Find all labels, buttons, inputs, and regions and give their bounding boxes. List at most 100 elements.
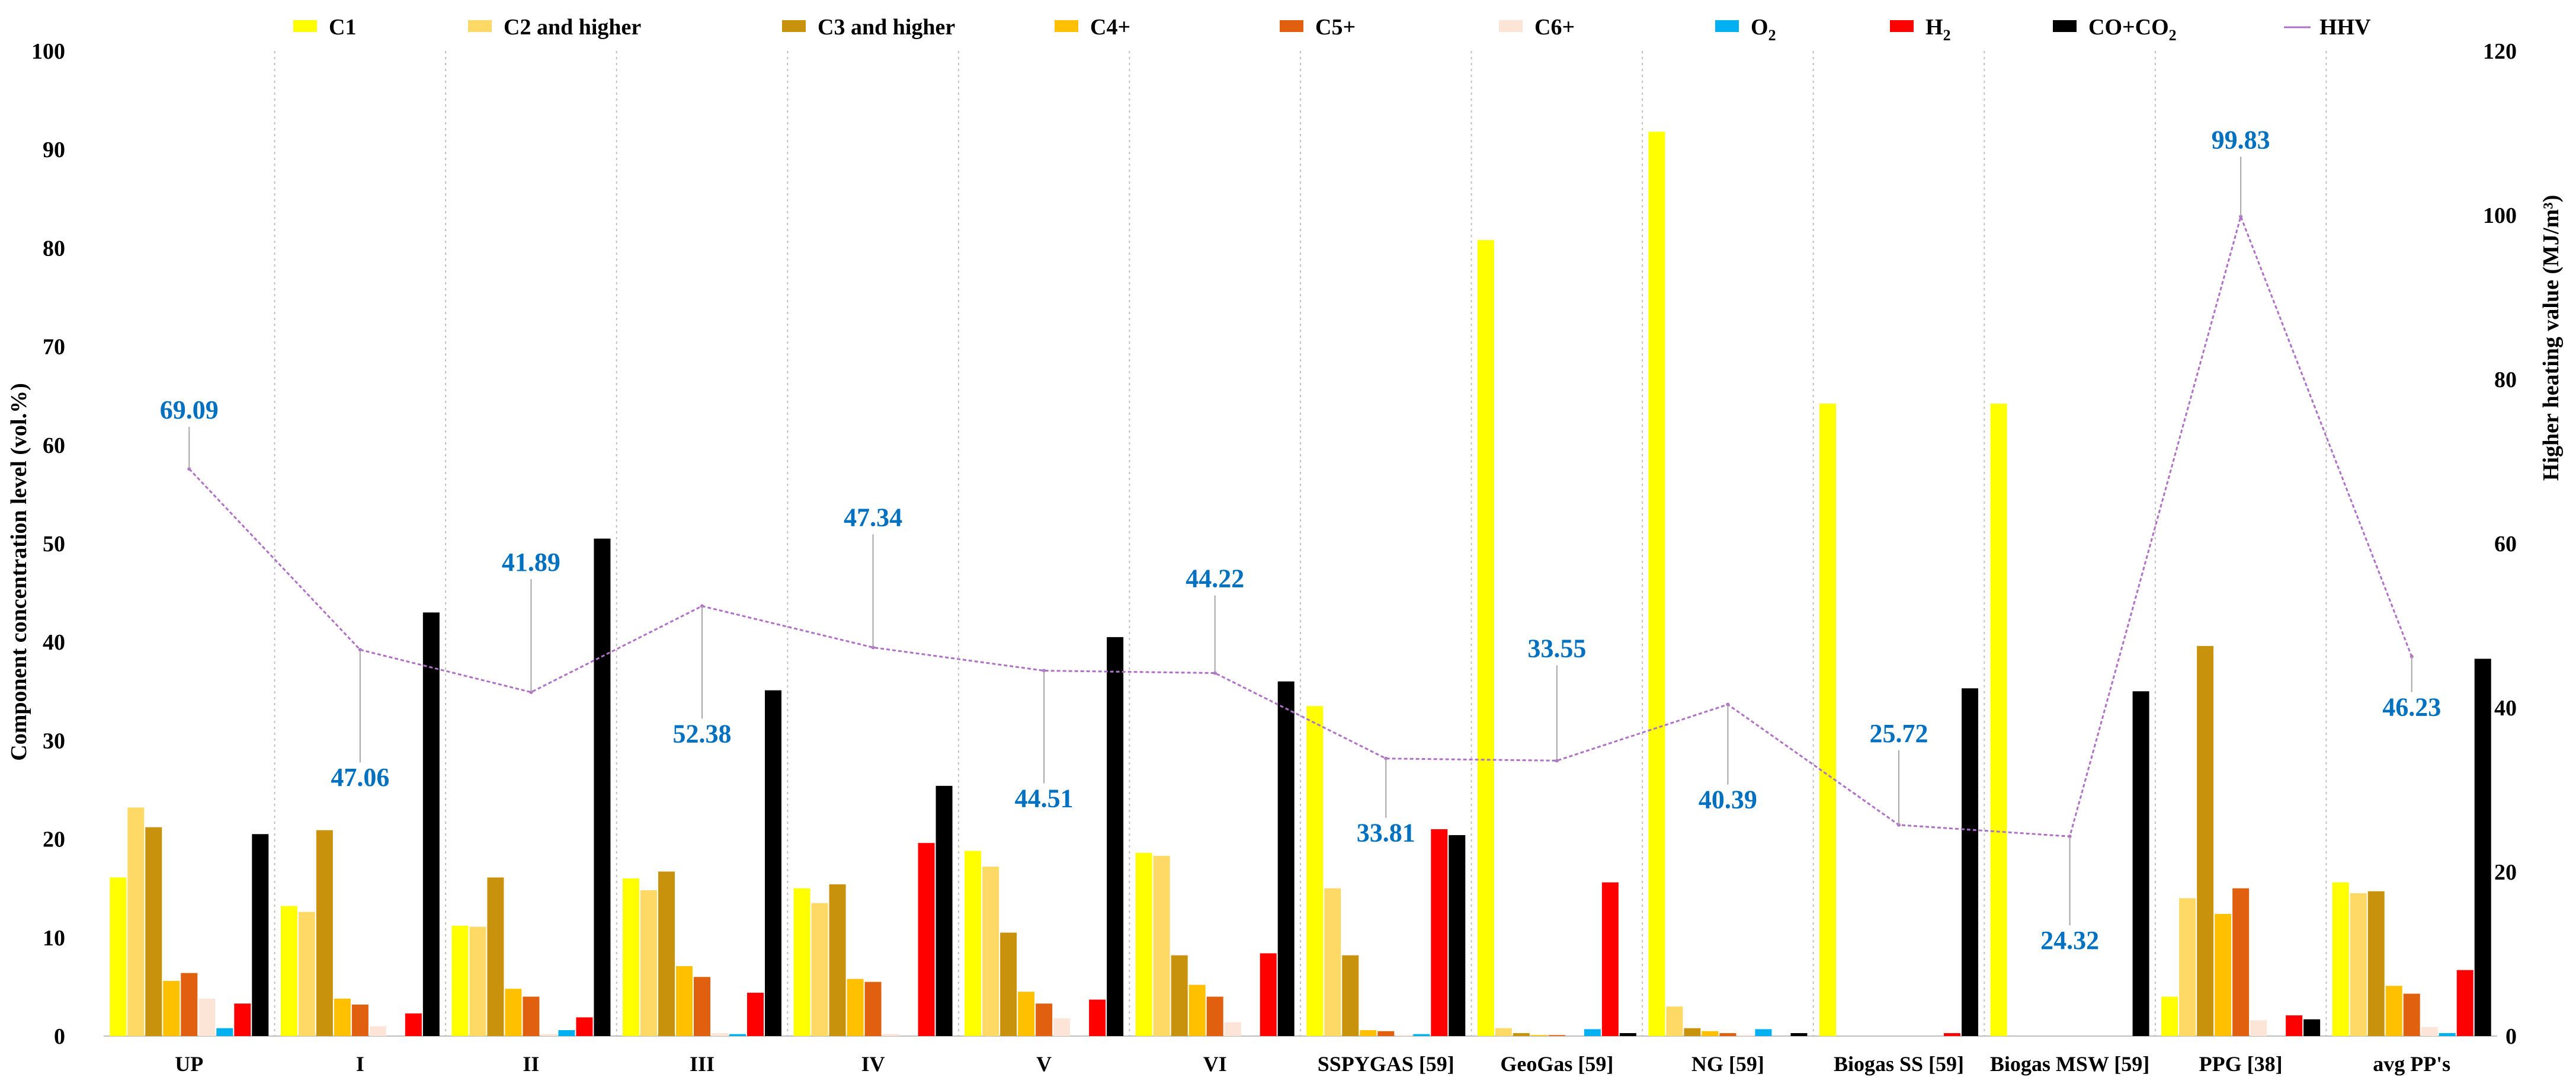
bar <box>487 877 504 1036</box>
bar <box>216 1028 233 1036</box>
bar <box>1188 984 1206 1036</box>
bar <box>1135 852 1152 1036</box>
bar-series <box>110 132 2491 1037</box>
y-right-tick-label: 120 <box>2483 39 2517 64</box>
bar <box>576 1017 593 1036</box>
bar <box>2132 691 2149 1036</box>
bar <box>793 888 810 1036</box>
bar <box>864 982 882 1036</box>
bar <box>2215 913 2232 1036</box>
hhv-data-label: 69.09 <box>160 395 219 424</box>
bar <box>982 867 999 1036</box>
bar <box>1513 1033 1530 1036</box>
bar <box>1053 1018 1071 1036</box>
bar <box>882 1034 899 1036</box>
bar <box>694 977 710 1036</box>
legend-label: C1 <box>329 15 356 40</box>
bar <box>1206 996 1223 1036</box>
bar <box>1036 1003 1053 1036</box>
bar <box>1306 706 1324 1036</box>
bar <box>1666 1006 1683 1036</box>
bar <box>1477 240 1494 1036</box>
bar <box>234 1003 251 1036</box>
y-left-tick-label: 100 <box>31 39 65 64</box>
legend-label: C3 and higher <box>818 15 955 40</box>
bar <box>1790 1033 1808 1036</box>
bar <box>351 1004 369 1036</box>
bar <box>451 925 469 1036</box>
hhv-data-label: 44.51 <box>1015 784 1074 813</box>
bar <box>1377 1031 1395 1036</box>
hhv-data-label: 33.55 <box>1527 634 1586 663</box>
bar <box>1819 403 1836 1036</box>
bar <box>1089 999 1106 1036</box>
legend-swatch <box>782 20 806 32</box>
bar <box>594 538 611 1036</box>
y-right-tick-label: 20 <box>2494 860 2517 885</box>
y-left-tick-label: 60 <box>43 433 65 458</box>
bar <box>505 989 522 1036</box>
bar <box>1395 1035 1412 1036</box>
legend-label: CO+CO2 <box>2088 15 2177 44</box>
bar <box>1171 955 1188 1036</box>
bar <box>316 830 333 1036</box>
y-left-tick-label: 20 <box>43 827 65 852</box>
bar <box>181 973 198 1036</box>
hhv-line <box>188 213 2413 838</box>
bar <box>2439 1033 2456 1036</box>
bar <box>811 903 828 1036</box>
bar <box>1342 955 1359 1036</box>
legend-swatch <box>1715 20 1739 32</box>
bar <box>369 1026 386 1036</box>
bar <box>2367 891 2385 1036</box>
bar <box>1548 1035 1565 1036</box>
legend-swatch <box>1055 20 1078 32</box>
category-label: VI <box>1203 1052 1227 1076</box>
y-left-tick-label: 80 <box>43 236 65 261</box>
legend-swatch <box>1890 20 1914 32</box>
bar <box>252 834 269 1036</box>
bar <box>2232 888 2250 1036</box>
legend-swatch <box>2053 20 2077 32</box>
category-label: Biogas SS [59] <box>1834 1052 1964 1076</box>
bar <box>2161 996 2178 1036</box>
y-right-tick-label: 80 <box>2494 367 2517 392</box>
category-label: Biogas MSW [59] <box>1990 1052 2149 1076</box>
category-label: NG [59] <box>1691 1052 1764 1076</box>
bar <box>145 827 162 1036</box>
bar <box>1944 1033 1960 1036</box>
legend: C1 C2 and higher C3 and higher C4+ C5+ C6+ O2 H… <box>293 15 2371 44</box>
category-label: II <box>523 1052 539 1076</box>
y-right-tick-label: 0 <box>2505 1024 2517 1049</box>
category-label: GeoGas [59] <box>1500 1052 1613 1076</box>
bar <box>1260 953 1277 1036</box>
hhv-data-label: 44.22 <box>1186 564 1244 593</box>
legend-swatch <box>468 20 492 32</box>
bar <box>2286 1015 2303 1036</box>
category-label: III <box>690 1052 715 1076</box>
bar <box>2179 898 2196 1036</box>
bar <box>2385 986 2402 1036</box>
hhv-data-label: 33.81 <box>1357 819 1415 848</box>
bar <box>163 980 180 1036</box>
bar <box>110 877 127 1036</box>
legend-label: C2 and higher <box>504 15 641 40</box>
legend-swatch <box>293 20 317 32</box>
bar <box>729 1034 746 1036</box>
bar <box>1324 888 1341 1036</box>
bar <box>2303 1019 2321 1036</box>
bar <box>1495 1028 1512 1036</box>
bar <box>2403 993 2420 1036</box>
hhv-data-label: 46.23 <box>2382 693 2441 722</box>
bar <box>469 926 486 1036</box>
bar <box>405 1013 422 1036</box>
bar <box>747 992 764 1036</box>
bar <box>712 1033 728 1036</box>
bar <box>280 906 297 1036</box>
legend-swatch <box>1499 20 1523 32</box>
y-axis-right-title: Higher heating value (MJ/m³) <box>2539 195 2564 481</box>
y-left-tick-label: 0 <box>54 1024 65 1049</box>
legend-label: C5+ <box>1315 15 1356 40</box>
bar <box>2474 659 2491 1036</box>
bar <box>1737 1035 1754 1036</box>
